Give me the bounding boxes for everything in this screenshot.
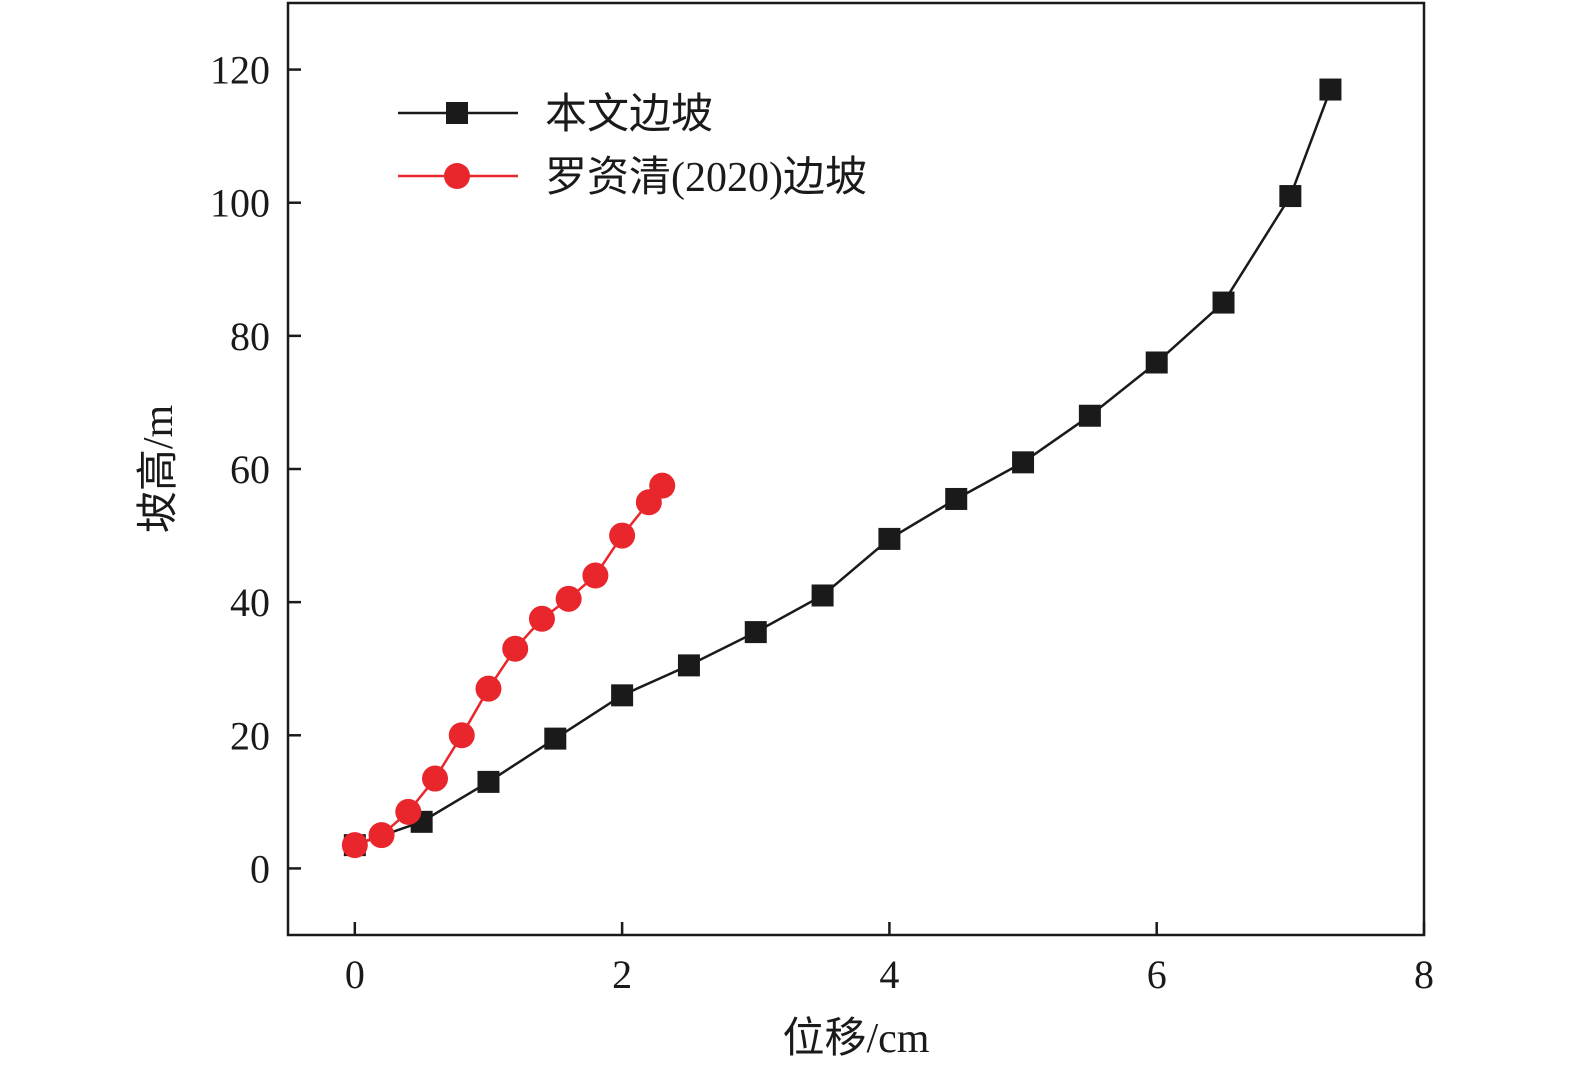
series-2 (341, 472, 676, 859)
plot-frame (286, 1, 1426, 937)
series-2-point-1 (368, 822, 395, 849)
y-tick-label-4: 80 (230, 314, 270, 359)
series-2-point-9 (582, 562, 609, 589)
series-layer (341, 78, 1342, 859)
series-2-point-10 (609, 522, 636, 549)
legend-marker-series-2 (444, 163, 470, 189)
series-2-point-12 (649, 472, 676, 499)
x-tick-label-2: 4 (879, 952, 899, 997)
series-1-point-6 (744, 621, 767, 644)
legend-item-series-2: 罗资清(2020)边坡 (398, 155, 867, 201)
series-1-point-8 (878, 527, 901, 550)
y-tick-label-2: 40 (230, 580, 270, 625)
legend-label-series-2: 罗资清(2020)边坡 (545, 155, 867, 201)
series-1-point-9 (945, 487, 968, 510)
series-1-point-4 (611, 684, 634, 707)
series-2-point-2 (395, 798, 422, 825)
series-2-point-4 (448, 722, 475, 749)
y-tick-label-0: 0 (250, 846, 270, 891)
x-tick-label-4: 8 (1414, 952, 1434, 997)
legend-label-series-1: 本文边坡 (545, 91, 713, 138)
series-2-point-3 (422, 765, 449, 792)
y-tick-label-5: 100 (210, 181, 270, 226)
series-1-line (354, 89, 1332, 847)
series-1-point-11 (1078, 404, 1101, 427)
series-1-point-13 (1212, 291, 1235, 314)
legend-marker-series-1 (446, 102, 468, 124)
series-2-point-5 (475, 675, 502, 702)
series-1-point-12 (1145, 351, 1168, 374)
series-1 (343, 78, 1342, 857)
series-1-point-3 (544, 727, 567, 750)
series-1-point-14 (1279, 185, 1302, 208)
y-tick-label-6: 120 (210, 48, 270, 93)
y-tick-label-1: 20 (230, 713, 270, 758)
x-tick-label-0: 0 (345, 952, 365, 997)
x-axis-title: 位移/cm (783, 1015, 930, 1062)
series-2-point-6 (502, 635, 529, 662)
series-2-point-8 (555, 585, 582, 612)
legend-item-series-1: 本文边坡 (398, 91, 713, 138)
series-1-point-10 (1012, 451, 1035, 474)
legend: 本文边坡 罗资清(2020)边坡 (398, 91, 867, 201)
series-1-point-15 (1319, 78, 1342, 101)
x-tick-label-3: 6 (1147, 952, 1167, 997)
series-1-point-2 (477, 770, 500, 793)
y-axis-title: 坡高/m (136, 405, 182, 534)
series-1-point-5 (677, 654, 700, 677)
series-1-point-7 (811, 584, 834, 607)
series-2-point-0 (341, 832, 368, 859)
series-2-point-7 (528, 605, 555, 632)
x-tick-label-1: 2 (612, 952, 632, 997)
y-tick-label-3: 60 (230, 447, 270, 492)
